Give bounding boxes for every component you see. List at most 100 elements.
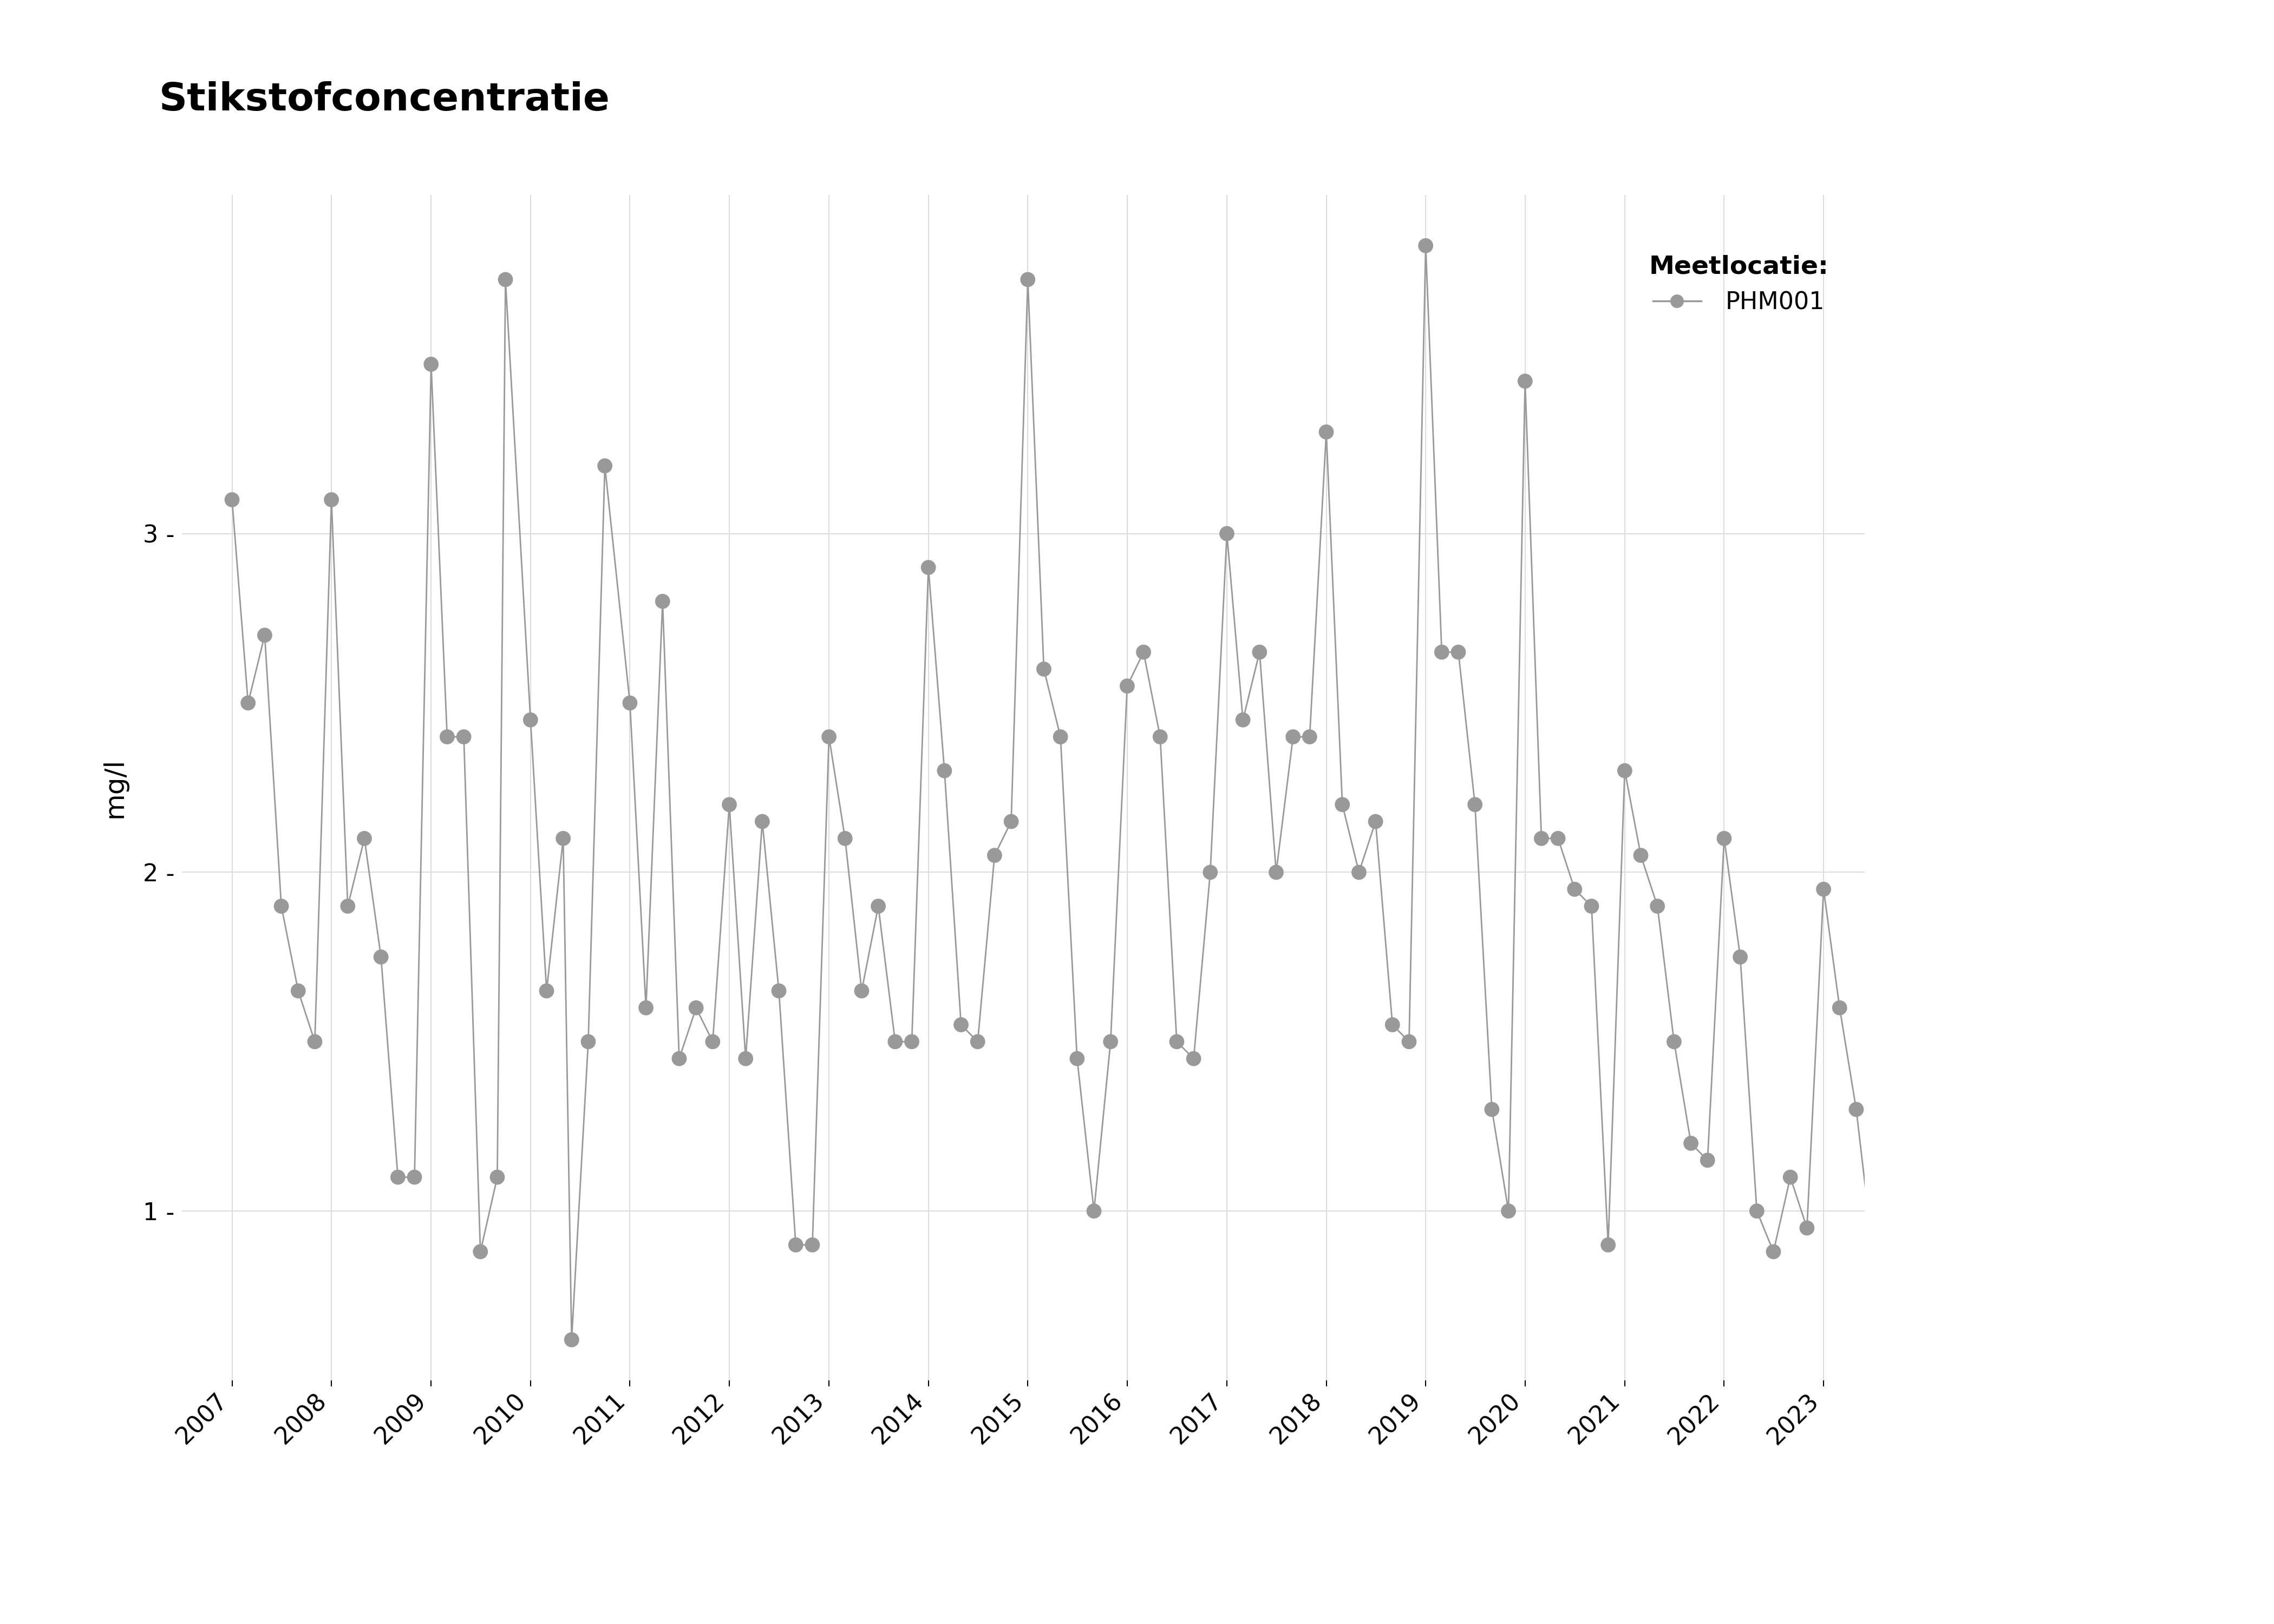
Point <box>1721 944 1758 970</box>
Point <box>994 809 1030 835</box>
Point <box>728 1046 764 1072</box>
Point <box>1157 1028 1194 1054</box>
Point <box>346 825 382 851</box>
Text: Stikstofconcentratie: Stikstofconcentratie <box>159 81 609 119</box>
Point <box>1489 1199 1526 1224</box>
Point <box>678 996 714 1021</box>
Point <box>1026 656 1062 682</box>
Point <box>380 1164 416 1190</box>
Point <box>1674 1130 1710 1156</box>
Point <box>712 791 748 817</box>
Legend: PHM001: PHM001 <box>1626 231 1853 338</box>
Point <box>1806 877 1842 903</box>
Point <box>1276 724 1312 750</box>
Point <box>214 487 250 513</box>
Point <box>1706 825 1742 851</box>
Point <box>1508 369 1544 395</box>
Point <box>1142 724 1178 750</box>
Point <box>976 843 1012 869</box>
Point <box>1373 1012 1410 1038</box>
Point <box>414 351 450 377</box>
Point <box>546 825 582 851</box>
Point <box>744 809 780 835</box>
Point <box>1060 1046 1096 1072</box>
Point <box>1358 809 1394 835</box>
Point <box>1655 1028 1692 1054</box>
Point <box>1590 1233 1626 1259</box>
Point <box>1292 724 1328 750</box>
Point <box>1210 521 1246 547</box>
Point <box>296 1028 332 1054</box>
Point <box>878 1028 914 1054</box>
Point <box>264 893 300 919</box>
Point <box>1126 640 1162 666</box>
Point <box>1458 791 1494 817</box>
Point <box>1342 859 1378 885</box>
Point <box>1555 877 1592 903</box>
Point <box>762 978 798 1004</box>
Point <box>694 1028 730 1054</box>
Y-axis label: mg/l: mg/l <box>102 757 127 818</box>
Point <box>860 893 896 919</box>
Point <box>1524 825 1560 851</box>
Point <box>587 453 623 479</box>
Point <box>230 690 266 716</box>
Point <box>1258 859 1294 885</box>
Point <box>960 1028 996 1054</box>
Point <box>1439 640 1476 666</box>
Point <box>1690 1147 1726 1173</box>
Point <box>794 1233 830 1259</box>
Point <box>1041 724 1078 750</box>
Point <box>1837 1096 1874 1122</box>
Point <box>1474 1096 1510 1122</box>
Point <box>280 978 316 1004</box>
Point <box>1821 996 1858 1021</box>
Point <box>894 1028 930 1054</box>
Point <box>644 588 680 614</box>
Point <box>553 1327 589 1353</box>
Point <box>446 724 482 750</box>
Point <box>1624 843 1660 869</box>
Point <box>1771 1164 1808 1190</box>
Point <box>910 554 946 580</box>
Point <box>462 1239 498 1265</box>
Point <box>1308 419 1344 445</box>
Point <box>1076 1199 1112 1224</box>
Point <box>480 1164 516 1190</box>
Point <box>844 978 880 1004</box>
Point <box>1010 266 1046 292</box>
Point <box>1408 232 1444 258</box>
Point <box>1176 1046 1212 1072</box>
Point <box>487 266 523 292</box>
Point <box>1242 640 1278 666</box>
Point <box>314 487 350 513</box>
Point <box>1392 1028 1428 1054</box>
Point <box>612 690 648 716</box>
Point <box>1856 1239 1892 1265</box>
Point <box>571 1028 607 1054</box>
Point <box>1110 672 1146 698</box>
Point <box>1226 706 1262 732</box>
Point <box>662 1046 698 1072</box>
Point <box>1640 893 1676 919</box>
Point <box>330 893 366 919</box>
Point <box>944 1012 980 1038</box>
Point <box>628 996 664 1021</box>
Point <box>528 978 564 1004</box>
Point <box>430 724 466 750</box>
Point <box>1605 758 1642 784</box>
Point <box>812 724 848 750</box>
Point <box>1740 1199 1776 1224</box>
Point <box>1424 640 1460 666</box>
Point <box>1192 859 1228 885</box>
Point <box>1574 893 1610 919</box>
Point <box>512 706 548 732</box>
Point <box>364 944 400 970</box>
Point <box>1323 791 1360 817</box>
Point <box>1092 1028 1128 1054</box>
Point <box>778 1233 814 1259</box>
Point <box>1790 1215 1826 1241</box>
Point <box>828 825 864 851</box>
Point <box>1539 825 1576 851</box>
Point <box>396 1164 432 1190</box>
